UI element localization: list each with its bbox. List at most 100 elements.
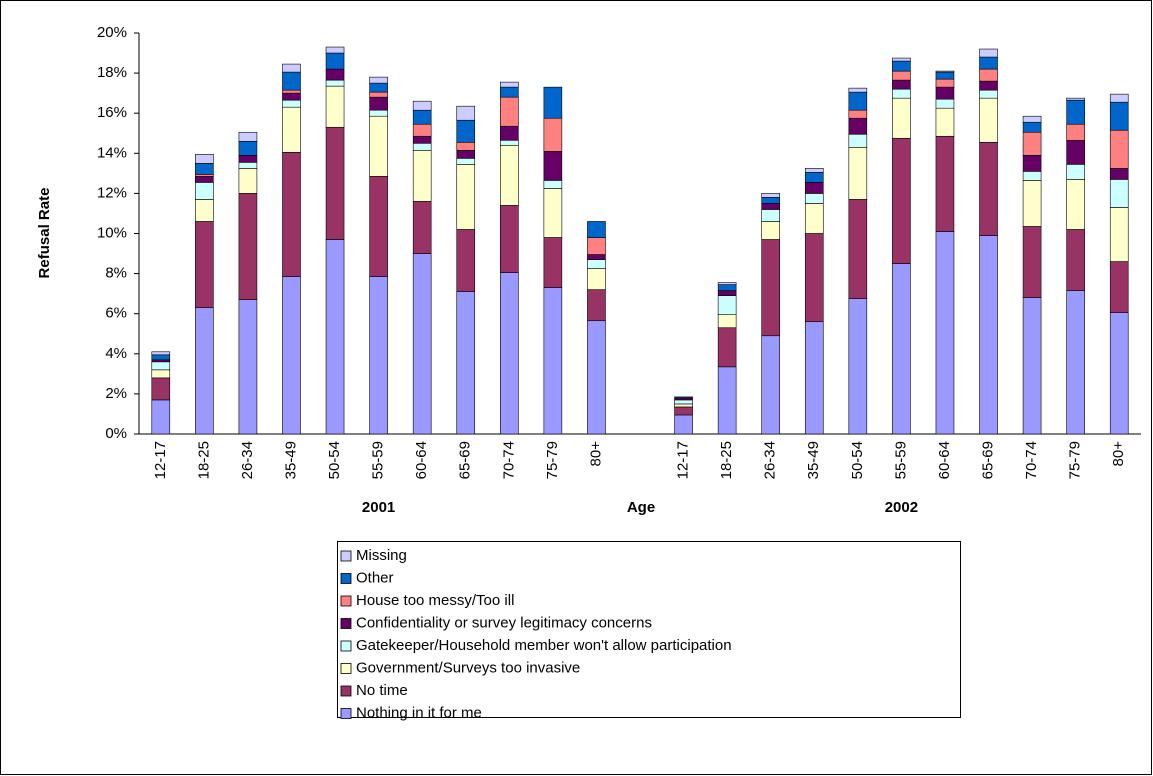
- bar-segment: [804, 182, 824, 194]
- bar-segment: [935, 70, 955, 73]
- y-tick-label: 20%: [97, 24, 127, 41]
- legend-swatch: [340, 595, 352, 607]
- bar-segment: [1066, 139, 1085, 165]
- bar-segment: [195, 307, 214, 435]
- bar-segment: [238, 155, 258, 163]
- x-tick-label: 55-59: [892, 441, 909, 479]
- y-axis-title: Refusal Rate: [36, 188, 53, 279]
- bar-segment: [892, 60, 911, 72]
- bar-segment: [761, 197, 780, 204]
- bar-segment: [500, 96, 519, 127]
- bar-segment: [325, 126, 345, 240]
- bar-segment: [761, 203, 780, 210]
- x-axis-title: Age: [627, 499, 655, 516]
- x-tick-label: 35-49: [805, 441, 822, 479]
- legend-label: Government/Surveys too invasive: [356, 659, 580, 676]
- bar-segment: [369, 109, 388, 117]
- bar-segment: [804, 168, 824, 173]
- bar-segment: [1109, 207, 1129, 262]
- bar-segment: [848, 298, 868, 435]
- y-tick-label: 6%: [105, 305, 127, 322]
- bar-segment: [456, 119, 476, 143]
- bar-segment: [892, 263, 911, 435]
- bar-segment: [587, 320, 606, 435]
- legend-label: Other: [356, 569, 394, 586]
- bar-segment: [935, 78, 955, 88]
- y-tick-label: 2%: [105, 385, 127, 402]
- bar-segment: [674, 406, 693, 416]
- bar-segment: [717, 290, 737, 296]
- bar-segment: [543, 180, 563, 189]
- bar-segment: [500, 139, 519, 146]
- legend-label: Gatekeeper/Household member won't allow …: [356, 637, 732, 654]
- bar-segment: [369, 115, 388, 177]
- bar-segment: [1066, 99, 1085, 125]
- bar-segment: [325, 68, 345, 81]
- bar-segment: [1109, 93, 1129, 103]
- bar-segment: [369, 76, 388, 84]
- bar-segment: [369, 176, 388, 277]
- bar-segment: [674, 399, 693, 405]
- x-tick-label: 80+: [587, 441, 604, 467]
- bar-segment: [804, 193, 824, 204]
- bar-segment: [1109, 261, 1129, 313]
- legend-label: House too messy/Too ill: [356, 592, 514, 609]
- legend-swatch: [340, 685, 352, 697]
- bar-segment: [848, 87, 868, 93]
- bar-segment: [1022, 297, 1042, 435]
- bar-segment: [1109, 129, 1129, 169]
- x-tick-label: 70-74: [1023, 441, 1040, 479]
- x-tick-label: 80+: [1110, 441, 1127, 467]
- bar-segment: [1022, 171, 1042, 181]
- bar-segment: [935, 98, 955, 109]
- bar-segment: [238, 162, 258, 169]
- x-tick-label: 60-64: [936, 441, 953, 479]
- bar-segment: [195, 199, 214, 222]
- bar-segment: [456, 291, 476, 435]
- bar-segment: [412, 135, 432, 144]
- bar-segment: [195, 163, 214, 175]
- bar-segment: [979, 141, 998, 236]
- bar-segment: [935, 135, 955, 232]
- bar-segment: [195, 174, 214, 177]
- bar-segment: [456, 149, 476, 159]
- legend-label: No time: [356, 682, 408, 699]
- bar-segment: [151, 369, 171, 379]
- bar-segment: [804, 321, 824, 435]
- x-tick-label: 18-25: [195, 441, 212, 479]
- x-tick-label: 70-74: [500, 441, 517, 479]
- bar-segment: [848, 146, 868, 200]
- bar-segment: [543, 150, 563, 181]
- bar-segment: [238, 193, 258, 300]
- bar-segment: [935, 107, 955, 137]
- bar-segment: [1022, 180, 1042, 227]
- bar-segment: [543, 86, 563, 119]
- bar-segment: [500, 144, 519, 206]
- bar-segment: [282, 89, 301, 94]
- bar-segment: [1022, 131, 1042, 156]
- legend-box: [337, 541, 961, 718]
- bar-segment: [717, 366, 737, 435]
- y-tick-label: 10%: [97, 224, 127, 241]
- bar-segment: [892, 97, 911, 139]
- x-tick-label: 55-59: [370, 441, 387, 479]
- bar-segment: [238, 168, 258, 194]
- bar-segment: [282, 63, 301, 73]
- bar-segment: [500, 125, 519, 141]
- bar-segment: [1066, 290, 1085, 435]
- x-tick-label: 75-79: [544, 441, 561, 479]
- bar-segment: [412, 253, 432, 435]
- bar-segment: [761, 193, 780, 198]
- bar-segment: [1066, 179, 1085, 230]
- x-tick-label: 75-79: [1067, 441, 1084, 479]
- bar-segment: [761, 209, 780, 222]
- x-tick-label: 50-54: [326, 441, 343, 479]
- bar-segment: [935, 231, 955, 435]
- bar-segment: [325, 85, 345, 128]
- bar-segment: [500, 81, 519, 88]
- legend-swatch: [340, 663, 352, 674]
- bar-segment: [761, 221, 780, 240]
- x-tick-label: 60-64: [413, 441, 430, 479]
- bar-segment: [761, 335, 780, 435]
- bar-segment: [1066, 123, 1085, 141]
